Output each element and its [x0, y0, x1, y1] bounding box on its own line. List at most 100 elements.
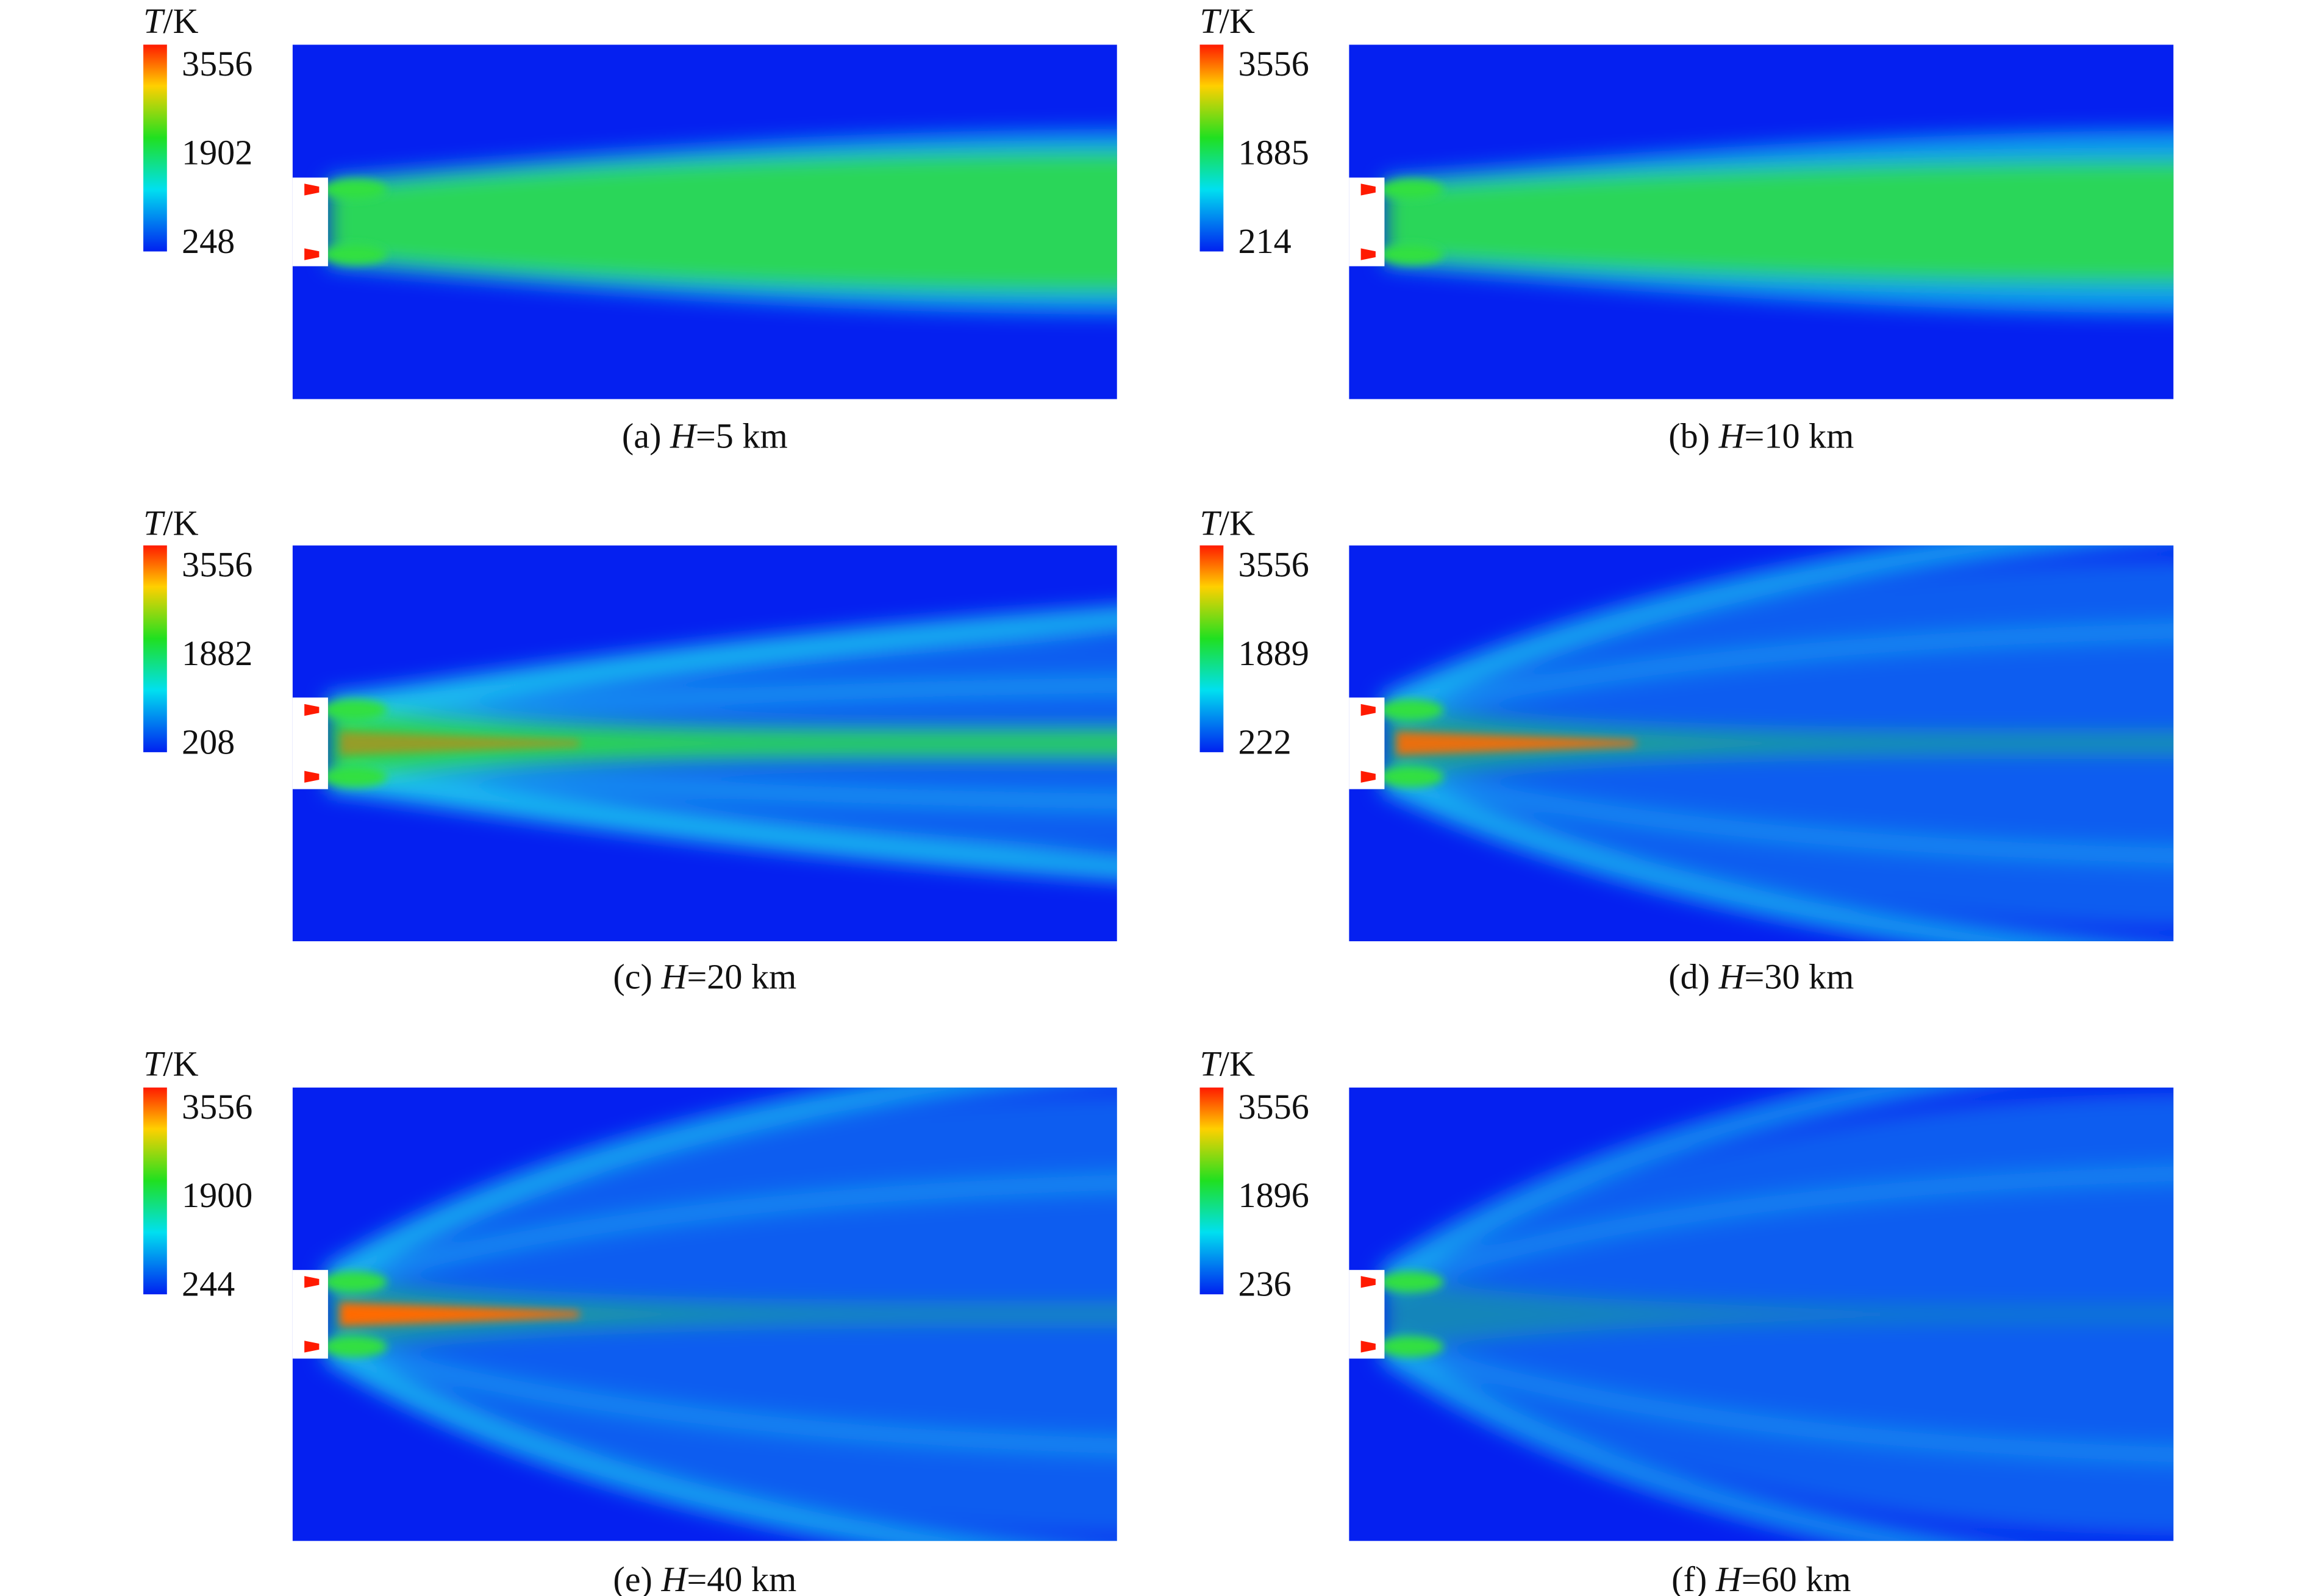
field-plume [321, 1087, 1117, 1541]
colorbar-title: T/K [1200, 1, 1256, 41]
field [1349, 1087, 2174, 1541]
colorbar-title: T/K [143, 504, 199, 543]
colorbar-symbol: T [1200, 504, 1222, 543]
jet-core [1378, 244, 1444, 265]
colorbar-label: 1896 [1238, 1175, 1309, 1215]
colorbar [1199, 45, 1224, 252]
plume-band [1382, 762, 2174, 865]
colorbar-label: 1900 [182, 1175, 252, 1215]
plume-core [1384, 705, 2174, 782]
jet-core [1378, 1336, 1444, 1357]
caption-prefix: (c) [613, 957, 652, 997]
colorbar-title: T/K [1200, 1044, 1256, 1084]
jet-core [1378, 699, 1444, 721]
field [1349, 545, 2174, 942]
field-plume [327, 130, 1117, 314]
caption-prefix: (b) [1668, 416, 1710, 456]
caption-suffix: =30 km [1745, 957, 1854, 997]
field-plume [326, 607, 1117, 880]
jet-core [322, 766, 387, 788]
plume-band [1379, 769, 2106, 942]
nozzle [304, 704, 320, 716]
colorbar-unit: /K [163, 504, 198, 543]
colorbar-title: T/K [143, 1044, 199, 1084]
jet-core [322, 1336, 387, 1357]
field [292, 45, 1117, 399]
jet-core [1378, 766, 1444, 788]
nozzle [304, 248, 320, 260]
field [1349, 45, 2174, 399]
plume-band [321, 1087, 1017, 1289]
colorbar [143, 1087, 167, 1295]
colorbar-symbol: T [1200, 1044, 1222, 1084]
field [292, 1087, 1117, 1541]
field-jets [1378, 179, 1444, 265]
nozzle [1360, 704, 1376, 716]
plume-band [325, 1174, 1117, 1297]
plume-band [1382, 622, 2174, 725]
colorbar-label: 244 [182, 1264, 235, 1304]
plume-core [1384, 160, 2174, 284]
jet-core [322, 179, 387, 200]
colorbar-label: 1902 [182, 132, 252, 172]
caption-suffix: =40 km [687, 1559, 796, 1596]
colorbar-symbol: T [143, 1044, 165, 1084]
nozzle [304, 771, 320, 783]
colorbar [143, 45, 167, 252]
nozzle [1360, 771, 1376, 783]
caption: (f) H=60 km [1671, 1559, 1851, 1596]
caption: (a) H=5 km [622, 416, 788, 456]
colorbar-label: 1885 [1238, 132, 1309, 172]
colorbar-label: 1889 [1238, 633, 1309, 673]
colorbar [1199, 1087, 1224, 1295]
plume-band [326, 607, 1117, 719]
nozzle [1360, 248, 1376, 260]
field-jets [322, 699, 579, 788]
nozzle [1360, 183, 1376, 196]
caption-prefix: (f) [1671, 1559, 1707, 1596]
caption: (d) H=30 km [1668, 957, 1854, 997]
caption-symbol: H [660, 1559, 688, 1596]
colorbar-label: 214 [1238, 221, 1292, 261]
colorbar-unit: /K [163, 1, 198, 41]
colorbar-label: 236 [1238, 1264, 1292, 1304]
nozzle [1360, 1276, 1376, 1288]
colorbar-unit: /K [1220, 504, 1255, 543]
caption: (c) H=20 km [613, 957, 796, 997]
colorbar-title: T/K [143, 1, 199, 41]
colorbar-title: T/K [1200, 504, 1256, 543]
jet-core [1378, 179, 1444, 200]
caption-symbol: H [1718, 416, 1746, 456]
plume-band [321, 1339, 1017, 1541]
nozzle [304, 183, 320, 196]
plume-core [1384, 1277, 2174, 1352]
plume-core [327, 705, 1117, 782]
caption-prefix: (a) [622, 416, 662, 456]
field-plume [1384, 130, 2174, 314]
plume-band [1379, 545, 2106, 718]
caption-prefix: (e) [613, 1559, 652, 1596]
colorbar-symbol: T [143, 504, 165, 543]
colorbar-label: 3556 [182, 44, 252, 84]
colorbar-label: 222 [1238, 722, 1292, 761]
plume-band [1378, 1340, 1966, 1541]
colorbar [1199, 545, 1224, 752]
hot-core [1396, 731, 1636, 755]
colorbar-unit: /K [1220, 1, 1255, 41]
plume-band [326, 768, 1117, 880]
caption-symbol: H [1715, 1559, 1743, 1596]
field-jets [1378, 699, 1636, 788]
colorbar-label: 248 [182, 221, 235, 261]
caption-prefix: (d) [1668, 957, 1710, 997]
colorbar-label: 3556 [182, 545, 252, 585]
colorbar-label: 3556 [1238, 44, 1309, 84]
caption-symbol: H [660, 957, 688, 997]
colorbar-label: 3556 [1238, 545, 1309, 585]
